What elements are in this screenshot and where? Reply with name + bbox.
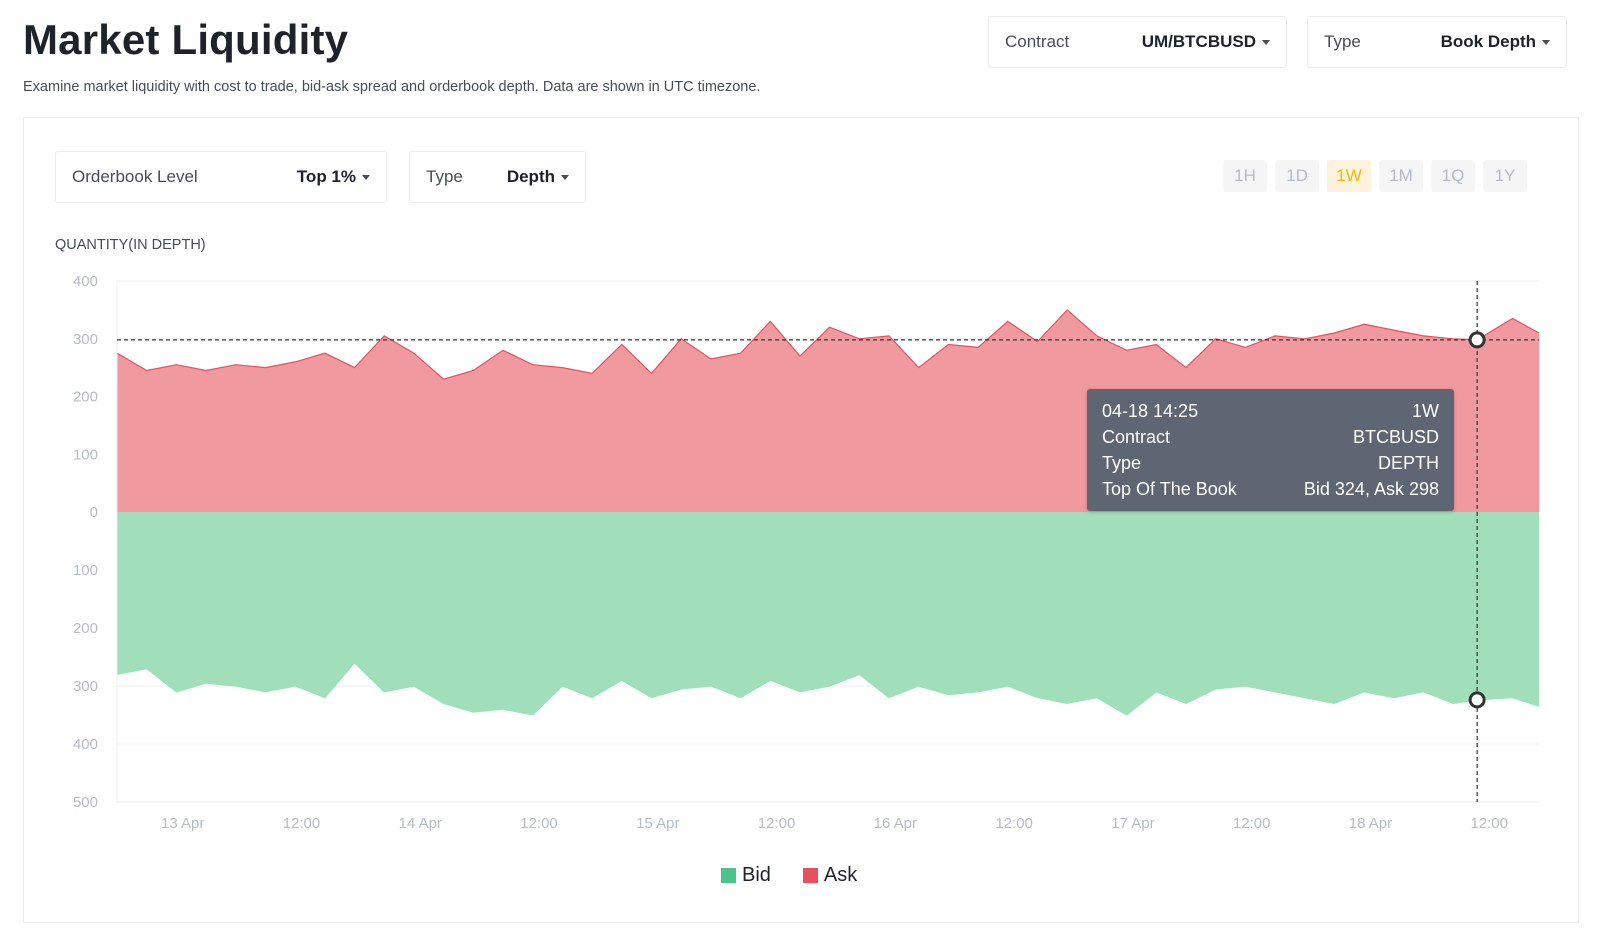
range-button-1q[interactable]: 1Q bbox=[1431, 160, 1475, 192]
tooltip-row: Top Of The Book Bid 324, Ask 298 bbox=[1102, 476, 1439, 502]
type-label: Type bbox=[1324, 32, 1361, 51]
range-button-1h[interactable]: 1H bbox=[1223, 160, 1267, 192]
chart-legend: Bid Ask bbox=[721, 864, 857, 887]
x-tick-label: 12:00 bbox=[1470, 815, 1508, 832]
contract-dropdown[interactable]: Contract UM/BTCBUSD bbox=[988, 16, 1287, 68]
tooltip-value: BTCBUSD bbox=[1352, 427, 1439, 447]
x-tick-label: 12:00 bbox=[520, 815, 558, 832]
tooltip-value: DEPTH bbox=[1377, 453, 1439, 473]
ask-line bbox=[116, 309, 1540, 380]
x-tick-label: 16 Apr bbox=[874, 815, 917, 832]
page-subtitle: Examine market liquidity with cost to tr… bbox=[23, 79, 761, 95]
bid-area bbox=[117, 512, 1539, 715]
chart-type-dropdown[interactable]: Type Depth bbox=[409, 151, 586, 203]
range-button-1m[interactable]: 1M bbox=[1379, 160, 1423, 192]
contract-label: Contract bbox=[1005, 32, 1070, 51]
orderbook-level-dropdown[interactable]: Orderbook Level Top 1% bbox=[55, 151, 387, 203]
range-button-1w[interactable]: 1W bbox=[1327, 160, 1371, 192]
orderbook-level-value: Top 1% bbox=[296, 167, 356, 186]
legend-label-bid: Bid bbox=[742, 864, 771, 886]
orderbook-level-label: Orderbook Level bbox=[72, 167, 198, 186]
type-value: Book Depth bbox=[1440, 32, 1536, 51]
y-tick-label: 400 bbox=[73, 273, 98, 290]
y-tick-label: 500 bbox=[73, 794, 98, 811]
time-range-group: 1H 1D 1W 1M 1Q 1Y bbox=[1223, 160, 1527, 192]
x-tick-label: 12:00 bbox=[758, 815, 796, 832]
tooltip-key: Contract bbox=[1102, 427, 1171, 447]
contract-value: UM/BTCBUSD bbox=[1141, 32, 1256, 51]
legend-item-bid[interactable]: Bid bbox=[721, 864, 771, 887]
tooltip-row: 04-18 14:25 1W bbox=[1102, 398, 1439, 424]
tooltip-key: 04-18 14:25 bbox=[1102, 401, 1199, 421]
tooltip-key: Type bbox=[1102, 453, 1142, 473]
chart-type-value: Depth bbox=[506, 167, 555, 186]
x-tick-label: 13 Apr bbox=[161, 815, 204, 832]
range-button-1y[interactable]: 1Y bbox=[1483, 160, 1527, 192]
y-tick-label: 300 bbox=[73, 331, 98, 348]
y-tick-label: 100 bbox=[73, 446, 98, 463]
legend-swatch-ask bbox=[802, 868, 818, 883]
x-tick-label: 15 Apr bbox=[636, 815, 679, 832]
tooltip-key: Top Of The Book bbox=[1102, 479, 1237, 499]
x-tick-label: 14 Apr bbox=[399, 815, 442, 832]
tooltip-row: Contract BTCBUSD bbox=[1102, 424, 1439, 450]
legend-swatch-bid bbox=[721, 868, 736, 883]
y-tick-label: 300 bbox=[73, 678, 98, 695]
x-tick-label: 12:00 bbox=[995, 815, 1033, 832]
x-tick-label: 17 Apr bbox=[1111, 815, 1154, 832]
x-tick-label: 18 Apr bbox=[1349, 815, 1392, 832]
tooltip-value: Bid 324, Ask 298 bbox=[1303, 479, 1439, 499]
y-tick-label: 0 bbox=[90, 504, 98, 521]
y-tick-label: 200 bbox=[73, 620, 98, 637]
chart-panel bbox=[23, 117, 1579, 923]
crosshair-point-bid bbox=[1468, 691, 1486, 709]
legend-label-ask: Ask bbox=[823, 864, 858, 886]
chevron-down-icon bbox=[561, 175, 569, 180]
chevron-down-icon bbox=[1262, 40, 1270, 45]
bid-line bbox=[116, 661, 1540, 716]
chart-tooltip: 04-18 14:25 1W Contract BTCBUSD Type DEPTH Top… bbox=[1087, 389, 1454, 511]
page-title: Market Liquidity bbox=[23, 16, 349, 63]
y-axis-title: QUANTITY(IN DEPTH) bbox=[55, 237, 206, 253]
crosshair-point-ask bbox=[1468, 331, 1486, 349]
range-button-1d[interactable]: 1D bbox=[1275, 160, 1319, 192]
y-tick-label: 400 bbox=[73, 736, 98, 753]
legend-item-ask[interactable]: Ask bbox=[802, 864, 858, 887]
y-tick-label: 100 bbox=[73, 562, 98, 579]
tooltip-row: Type DEPTH bbox=[1102, 450, 1439, 476]
chevron-down-icon bbox=[362, 175, 370, 180]
y-tick-label: 200 bbox=[73, 389, 98, 406]
x-tick-label: 12:00 bbox=[283, 815, 321, 832]
x-tick-label: 12:00 bbox=[1233, 815, 1271, 832]
tooltip-value: 1W bbox=[1412, 401, 1439, 421]
chart-type-label: Type bbox=[426, 167, 463, 186]
type-dropdown[interactable]: Type Book Depth bbox=[1307, 16, 1567, 68]
chevron-down-icon bbox=[1542, 40, 1550, 45]
